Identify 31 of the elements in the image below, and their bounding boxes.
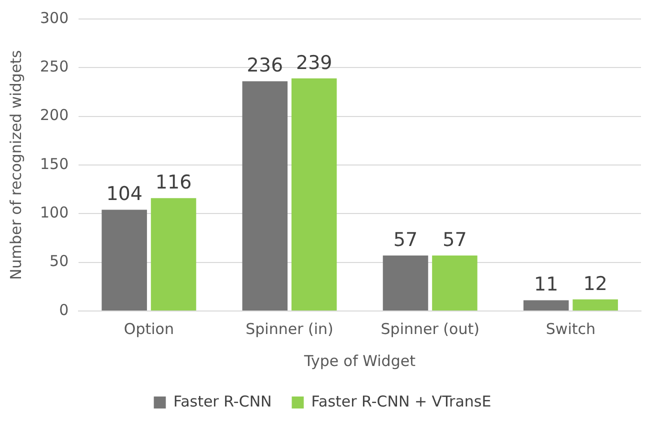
bar: [523, 300, 569, 310]
x-tick-label: Option: [124, 320, 174, 338]
bar: [432, 256, 478, 310]
x-tick-label: Spinner (in): [246, 320, 334, 338]
legend-label: Faster R-CNN: [173, 392, 272, 410]
data-label: 236: [246, 54, 284, 77]
x-tick-label: Spinner (out): [380, 320, 480, 338]
data-label: 57: [393, 228, 418, 251]
data-label: 11: [534, 274, 558, 296]
bar: [291, 78, 337, 310]
bar: [572, 299, 618, 310]
bar: [242, 81, 288, 310]
bar: [102, 210, 147, 310]
y-tick-label: 250: [40, 58, 69, 76]
x-tick-label: Switch: [546, 320, 596, 338]
y-tick-label: 0: [59, 300, 69, 319]
y-tick-label: 300: [40, 8, 69, 27]
y-tick-label: 150: [40, 154, 69, 173]
y-tick-label: 50: [50, 252, 69, 270]
y-tick-label: 100: [40, 204, 69, 222]
legend-label: Faster R-CNN + VTransE: [311, 392, 492, 410]
data-label: 57: [442, 228, 467, 251]
data-label: 116: [155, 172, 192, 194]
data-label: 104: [106, 183, 142, 206]
bar: [382, 256, 428, 310]
y-axis-title: Number of recognized widgets: [6, 50, 25, 280]
bar: [150, 198, 196, 310]
x-axis-title: Type of Widget: [303, 352, 416, 370]
data-label: 239: [296, 52, 332, 74]
y-tick-label: 200: [40, 106, 69, 124]
data-label: 12: [583, 272, 608, 295]
